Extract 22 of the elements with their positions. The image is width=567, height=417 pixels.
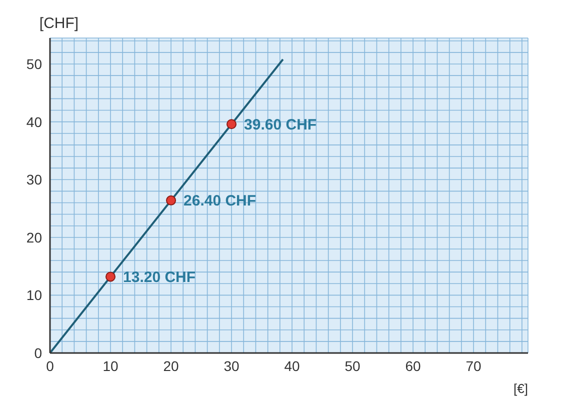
y-tick-label: 0 bbox=[34, 344, 42, 361]
x-tick-label: 70 bbox=[466, 358, 482, 374]
x-tick-label: 60 bbox=[405, 358, 422, 374]
y-tick-label: 10 bbox=[26, 287, 42, 304]
x-tick-label: 0 bbox=[46, 358, 54, 374]
x-tick-label: 50 bbox=[344, 358, 361, 374]
data-label: 26.40 CHF bbox=[184, 192, 256, 210]
data-label: 13.20 CHF bbox=[123, 269, 196, 286]
x-tick-label: 20 bbox=[163, 358, 180, 374]
x-tick-label: 40 bbox=[284, 358, 300, 374]
y-tick-label: 30 bbox=[26, 172, 42, 188]
x-tick-label: 10 bbox=[102, 358, 119, 374]
x-axis-title: [€] bbox=[514, 381, 528, 396]
y-tick-label: 20 bbox=[26, 229, 42, 246]
y-tick-label: 50 bbox=[26, 56, 42, 72]
y-axis-title: [CHF] bbox=[39, 15, 79, 32]
data-label: 39.60 CHF bbox=[244, 116, 317, 134]
point bbox=[105, 272, 116, 282]
y-tick-label: 40 bbox=[26, 114, 42, 130]
x-tick-label: 30 bbox=[224, 358, 240, 374]
point bbox=[166, 195, 176, 206]
point bbox=[226, 119, 237, 130]
